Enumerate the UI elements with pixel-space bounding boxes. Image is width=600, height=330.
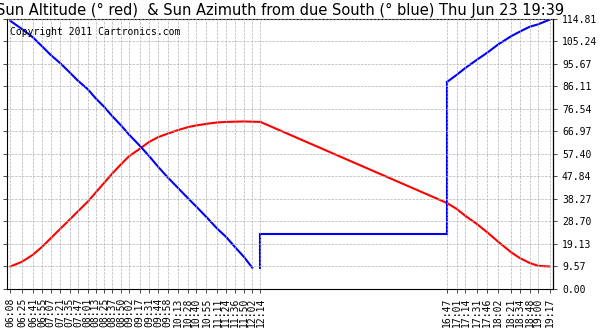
Title: Sun Altitude (° red)  & Sun Azimuth from due South (° blue) Thu Jun 23 19:39: Sun Altitude (° red) & Sun Azimuth from … [0, 3, 564, 18]
Text: Copyright 2011 Cartronics.com: Copyright 2011 Cartronics.com [10, 27, 180, 37]
